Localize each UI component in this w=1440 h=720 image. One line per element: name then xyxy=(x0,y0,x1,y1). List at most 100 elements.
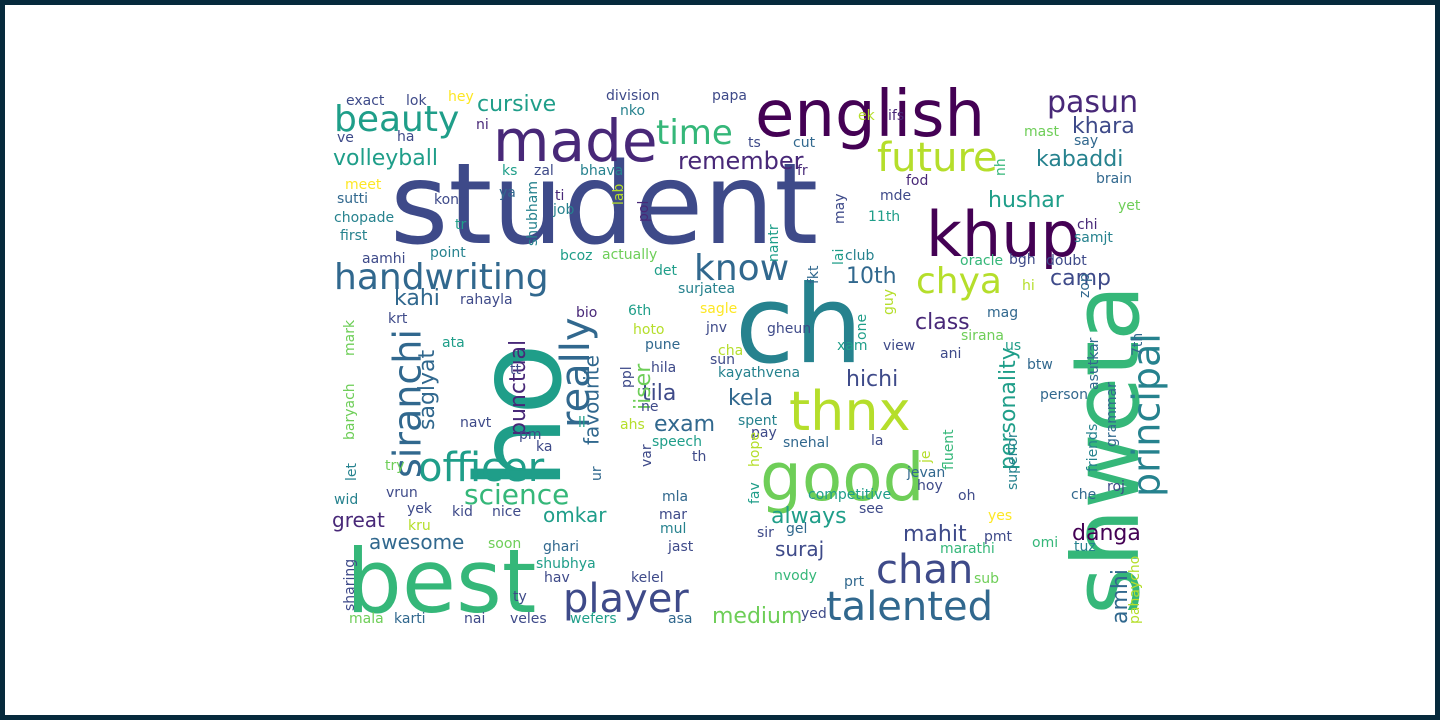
word-ppl: ppl xyxy=(619,366,635,388)
word-mast: mast xyxy=(1024,124,1060,140)
word-job: job xyxy=(552,202,574,218)
word-prt: prt xyxy=(844,574,865,590)
word-nai: nai xyxy=(464,611,485,627)
word-club: club xyxy=(845,248,874,264)
word-shubhya: shubhya xyxy=(536,556,596,572)
word-point: point xyxy=(430,245,466,261)
word-11th: 11th xyxy=(868,209,900,225)
word-beauty: beauty xyxy=(334,99,459,140)
word-sutti: sutti xyxy=(337,191,368,207)
word-ne: ne xyxy=(641,399,659,415)
word-tr: tr xyxy=(455,217,466,233)
word-gheun: gheun xyxy=(767,321,811,337)
word-var: var xyxy=(639,444,655,467)
word-awesome: awesome xyxy=(369,530,464,554)
word-zop: zop xyxy=(1077,273,1093,298)
word-guy: guy xyxy=(881,289,897,315)
word-pune: pune xyxy=(645,337,680,353)
word-yet: yet xyxy=(1118,198,1141,214)
word-baryach: baryach xyxy=(342,383,358,440)
word-chan: chan xyxy=(876,547,973,593)
word-pol: pol xyxy=(636,201,652,222)
word-thnx: thnx xyxy=(789,380,911,443)
word-ka: ka xyxy=(536,439,552,455)
word-omkar: omkar xyxy=(543,503,607,527)
word-ty: ty xyxy=(513,589,527,605)
word-mar: mar xyxy=(659,507,687,523)
word-hila: hila xyxy=(651,360,676,376)
word-sagle: sagle xyxy=(700,301,737,317)
word-ts: ts xyxy=(748,135,761,151)
word-personality: personality xyxy=(996,347,1021,470)
word-kahi: kahi xyxy=(394,286,440,311)
word-th: th xyxy=(692,449,706,465)
word-gel: gel xyxy=(786,521,807,537)
word-punctual: punctual xyxy=(506,340,531,436)
word-jast: jast xyxy=(667,539,694,555)
word-roj: roj xyxy=(1107,479,1125,495)
word-brain: brain xyxy=(1096,171,1132,187)
word-karti: karti xyxy=(394,611,426,627)
word-made: made xyxy=(493,107,658,175)
word-grammar: grammar xyxy=(1104,382,1120,447)
word-lab: lab xyxy=(611,184,627,205)
word-student: student xyxy=(390,140,818,270)
word-ur: ur xyxy=(589,466,605,481)
word-tila: tila xyxy=(642,381,676,406)
word-ho: ho xyxy=(450,343,588,490)
word-snehal: snehal xyxy=(783,435,829,451)
word-camp: camp xyxy=(1050,266,1111,291)
word-exact: exact xyxy=(346,93,385,109)
word-mark: mark xyxy=(342,319,358,356)
word-time: time xyxy=(656,113,733,153)
word-superior: superior xyxy=(1005,432,1021,490)
word-veles: veles xyxy=(510,611,547,627)
word-spent: spent xyxy=(738,413,778,429)
word-asutkar: asutkar xyxy=(1086,337,1102,390)
word-yek: yek xyxy=(407,501,433,517)
word-officer: officer xyxy=(418,445,545,491)
word-bio: bio xyxy=(576,305,597,321)
word-us: us xyxy=(1005,338,1021,354)
word-ks: ks xyxy=(502,163,517,179)
word-great: great xyxy=(332,508,385,532)
word-det: det xyxy=(654,263,678,279)
word-hoto: hoto xyxy=(633,322,665,338)
word-pay: pay xyxy=(751,425,777,441)
word-sir: sir xyxy=(757,525,774,541)
word-kid: kid xyxy=(452,504,473,520)
word-kayathvena: kayathvena xyxy=(718,365,800,381)
word-really: really xyxy=(553,317,599,428)
word-person: person xyxy=(1040,387,1088,403)
word-cha: cha xyxy=(718,343,743,359)
word-mala: mala xyxy=(349,611,384,627)
word-hi: hi xyxy=(1022,278,1035,294)
word-hoy: hoy xyxy=(917,478,943,494)
word-kru: kru xyxy=(408,518,431,534)
word-navt: navt xyxy=(460,415,492,431)
word-speech: speech xyxy=(652,434,702,450)
word-je: je xyxy=(918,450,934,464)
word-ve: ve xyxy=(337,130,354,146)
word-exam: exam xyxy=(654,412,715,437)
word-kone: kone xyxy=(434,192,468,208)
word-handwriting: handwriting xyxy=(334,257,549,298)
word-kela: kela xyxy=(728,386,773,411)
word-let: let xyxy=(344,462,360,481)
word-ata: ata xyxy=(442,335,465,351)
word-one: one xyxy=(854,314,870,340)
word-oracle: oracle xyxy=(960,253,1003,269)
word-saglyat: saglyat xyxy=(415,349,440,430)
word-fluent: fluent xyxy=(941,429,957,470)
word-pmt: pmt xyxy=(984,529,1013,545)
word-mla: mla xyxy=(662,489,688,505)
word-medium: medium xyxy=(712,604,802,629)
word-friends: friends xyxy=(1085,424,1101,472)
word-class: class xyxy=(915,310,970,335)
word-lok: lok xyxy=(406,93,427,109)
word-shubham: shubham xyxy=(525,181,541,246)
word-cut: cut xyxy=(793,135,816,151)
word-10th: 10th xyxy=(846,264,897,289)
word-division: division xyxy=(606,88,660,104)
word-chopade: chopade xyxy=(334,210,394,226)
